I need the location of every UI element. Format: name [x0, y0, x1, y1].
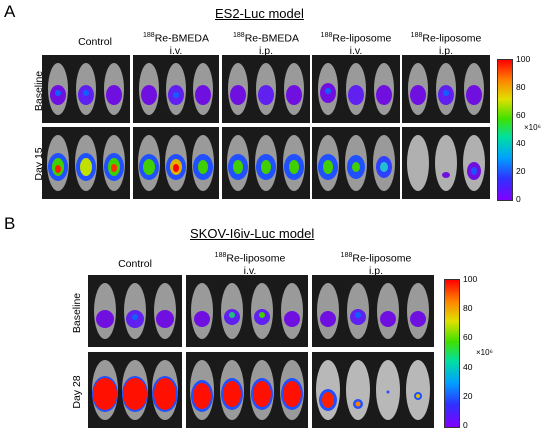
panel-b-colorbar-tick: 40 [463, 362, 473, 372]
mouse-image [316, 360, 430, 420]
mouse-image [94, 283, 176, 339]
mouse-image [228, 63, 304, 115]
mouse-image [139, 63, 213, 115]
panel-a-image-liposome-ip-baseline [402, 55, 490, 123]
panel-b-colorbar-tick: 0 [463, 420, 468, 430]
panel-b-image-liposome-iv-baseline [186, 275, 308, 347]
panel-a-image-bmeda-iv-day15 [133, 127, 219, 199]
panel-a-image-bmeda-ip-baseline [222, 55, 310, 123]
mouse-image [138, 135, 214, 191]
panel-a-group-liposome-ip: 188Re-liposome i.p. [410, 32, 482, 57]
mouse-image [227, 135, 305, 191]
panel-b-colorbar-tick: 100 [463, 274, 478, 284]
panel-a-colorbar-tick: 20 [516, 166, 526, 176]
mouse-image [191, 283, 303, 339]
panel-a-colorbar-tick: 80 [516, 82, 526, 92]
panel-b-group-liposome-ip: 188Re-liposome i.p. [340, 252, 412, 277]
panel-a-group-control: Control [78, 36, 112, 48]
panel-a-image-control-baseline [42, 55, 130, 123]
panel-b-letter: B [4, 214, 16, 233]
panel-a-model-title: ES2-Luc model [215, 6, 304, 21]
panel-a-image-liposome-iv-day15 [312, 127, 400, 199]
panel-a-colorbar-tick: 100 [516, 54, 531, 64]
panel-b-group-control: Control [118, 258, 152, 270]
panel-b-row-day28: Day 28 [71, 375, 83, 409]
panel-a-colorbar-tick: 60 [516, 110, 526, 120]
mouse-image [408, 63, 484, 115]
panel-a-image-control-day15 [42, 127, 130, 199]
panel-a-letter: A [4, 2, 16, 21]
mouse-image [317, 135, 395, 191]
panel-a-colorbar [497, 59, 513, 201]
mouse-image [92, 360, 178, 420]
panel-b-colorbar-tick: 80 [463, 303, 473, 313]
panel-b-image-liposome-ip-baseline [312, 275, 434, 347]
panel-b-image-control-day28 [88, 352, 182, 428]
panel-b-group-liposome-iv: 188Re-liposome i.v. [214, 252, 286, 277]
panel-a-image-liposome-iv-baseline [312, 55, 400, 123]
mouse-image [48, 63, 124, 115]
panel-a-group-liposome-iv: 188Re-liposome i.v. [320, 32, 392, 57]
panel-a-image-liposome-ip-day15 [402, 127, 490, 199]
mouse-image [318, 63, 394, 115]
panel-b-colorbar-unit: ×10⁶ [476, 348, 493, 357]
panel-b-colorbar [444, 279, 460, 428]
panel-a-group-bmeda-iv: 188Re-BMEDA i.v. [143, 32, 209, 57]
panel-b-model-title: SKOV-I6iv-Luc model [190, 226, 315, 241]
panel-a-colorbar-unit: ×10⁶ [524, 123, 541, 132]
panel-a-colorbar-tick: 40 [516, 138, 526, 148]
panel-b-colorbar-tick: 20 [463, 391, 473, 401]
panel-a-image-bmeda-ip-day15 [222, 127, 310, 199]
panel-a-colorbar-tick: 0 [516, 194, 521, 204]
mouse-image [317, 283, 429, 339]
panel-b-image-liposome-ip-day28 [312, 352, 434, 428]
panel-b-image-liposome-iv-day28 [186, 352, 308, 428]
mouse-image [190, 360, 304, 420]
panel-b-image-control-baseline [88, 275, 182, 347]
panel-a-image-bmeda-iv-baseline [133, 55, 219, 123]
mouse-image [407, 135, 485, 191]
panel-b-row-baseline: Baseline [71, 292, 83, 334]
panel-a-group-bmeda-ip: 188Re-BMEDA i.p. [233, 32, 299, 57]
mouse-image [47, 135, 125, 191]
panel-b-colorbar-tick: 60 [463, 332, 473, 342]
